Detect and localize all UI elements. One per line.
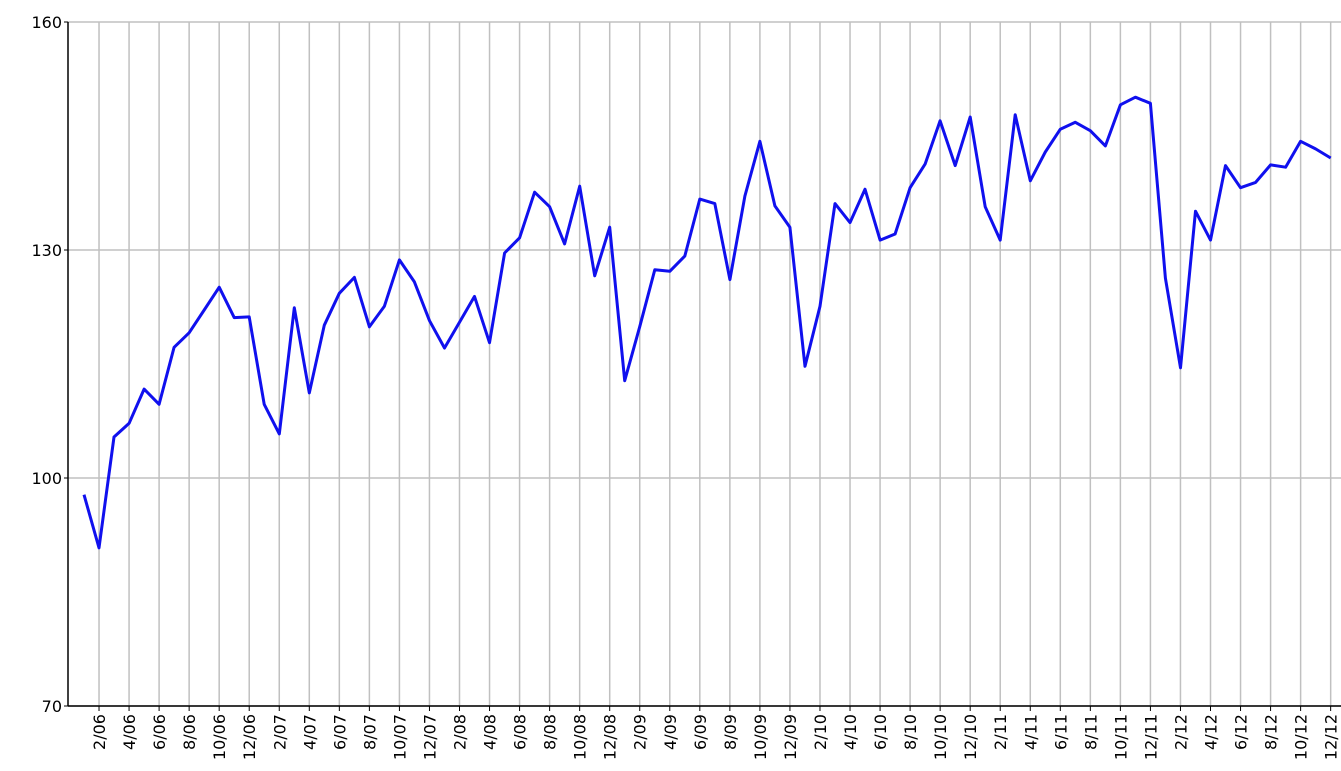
x-tick-label: 12/08	[601, 714, 620, 760]
x-tick-label: 12/10	[961, 714, 980, 760]
x-tick-label: 8/08	[541, 714, 560, 750]
x-tick-label: 2/08	[451, 714, 470, 750]
x-tick-label: 10/09	[751, 714, 770, 760]
x-tick-label: 2/06	[90, 714, 109, 750]
x-tick-label: 10/08	[571, 714, 590, 760]
y-tick-label: 70	[42, 697, 62, 716]
x-tick-label: 6/09	[691, 714, 710, 750]
x-tick-label: 8/07	[360, 714, 379, 750]
x-tick-label: 12/06	[240, 714, 259, 760]
y-tick-label: 130	[31, 241, 62, 260]
x-tick-label: 8/12	[1262, 714, 1281, 750]
y-tick-label: 100	[31, 469, 62, 488]
x-tick-label: 6/10	[871, 714, 890, 750]
x-tick-label: 12/09	[781, 714, 800, 760]
x-tick-label: 10/12	[1292, 714, 1311, 760]
x-tick-label: 6/11	[1051, 714, 1070, 750]
x-tick-label: 2/09	[631, 714, 650, 750]
x-tick-label: 2/11	[991, 714, 1010, 750]
x-tick-label: 2/10	[811, 714, 830, 750]
x-tick-label: 10/07	[390, 714, 409, 760]
x-tick-label: 4/06	[120, 714, 139, 750]
x-tick-label: 6/08	[511, 714, 530, 750]
data-line	[82, 95, 1332, 550]
x-tick-label: 12/12	[1322, 714, 1341, 760]
x-tick-label: 4/09	[661, 714, 680, 750]
x-tick-label: 8/09	[721, 714, 740, 750]
x-tick-label: 8/10	[901, 714, 920, 750]
x-tick-label: 6/06	[150, 714, 169, 750]
x-tick-label: 4/07	[300, 714, 319, 750]
x-tick-label: 4/08	[481, 714, 500, 750]
x-tick-label: 6/07	[330, 714, 349, 750]
x-tick-label: 2/07	[270, 714, 289, 750]
y-tick-label: 160	[31, 13, 62, 32]
x-tick-label: 10/06	[210, 714, 229, 760]
x-tick-label: 4/10	[841, 714, 860, 750]
x-tick-label: 10/10	[931, 714, 950, 760]
x-tick-label: 8/11	[1081, 714, 1100, 750]
x-tick-label: 2/12	[1171, 714, 1190, 750]
x-tick-label: 12/07	[420, 714, 439, 760]
x-tick-label: 4/12	[1202, 714, 1221, 750]
x-tick-label: 8/06	[180, 714, 199, 750]
x-tick-label: 10/11	[1111, 714, 1130, 760]
x-tick-label: 6/12	[1232, 714, 1251, 750]
x-tick-label: 12/11	[1141, 714, 1160, 760]
x-tick-label: 4/11	[1021, 714, 1040, 750]
